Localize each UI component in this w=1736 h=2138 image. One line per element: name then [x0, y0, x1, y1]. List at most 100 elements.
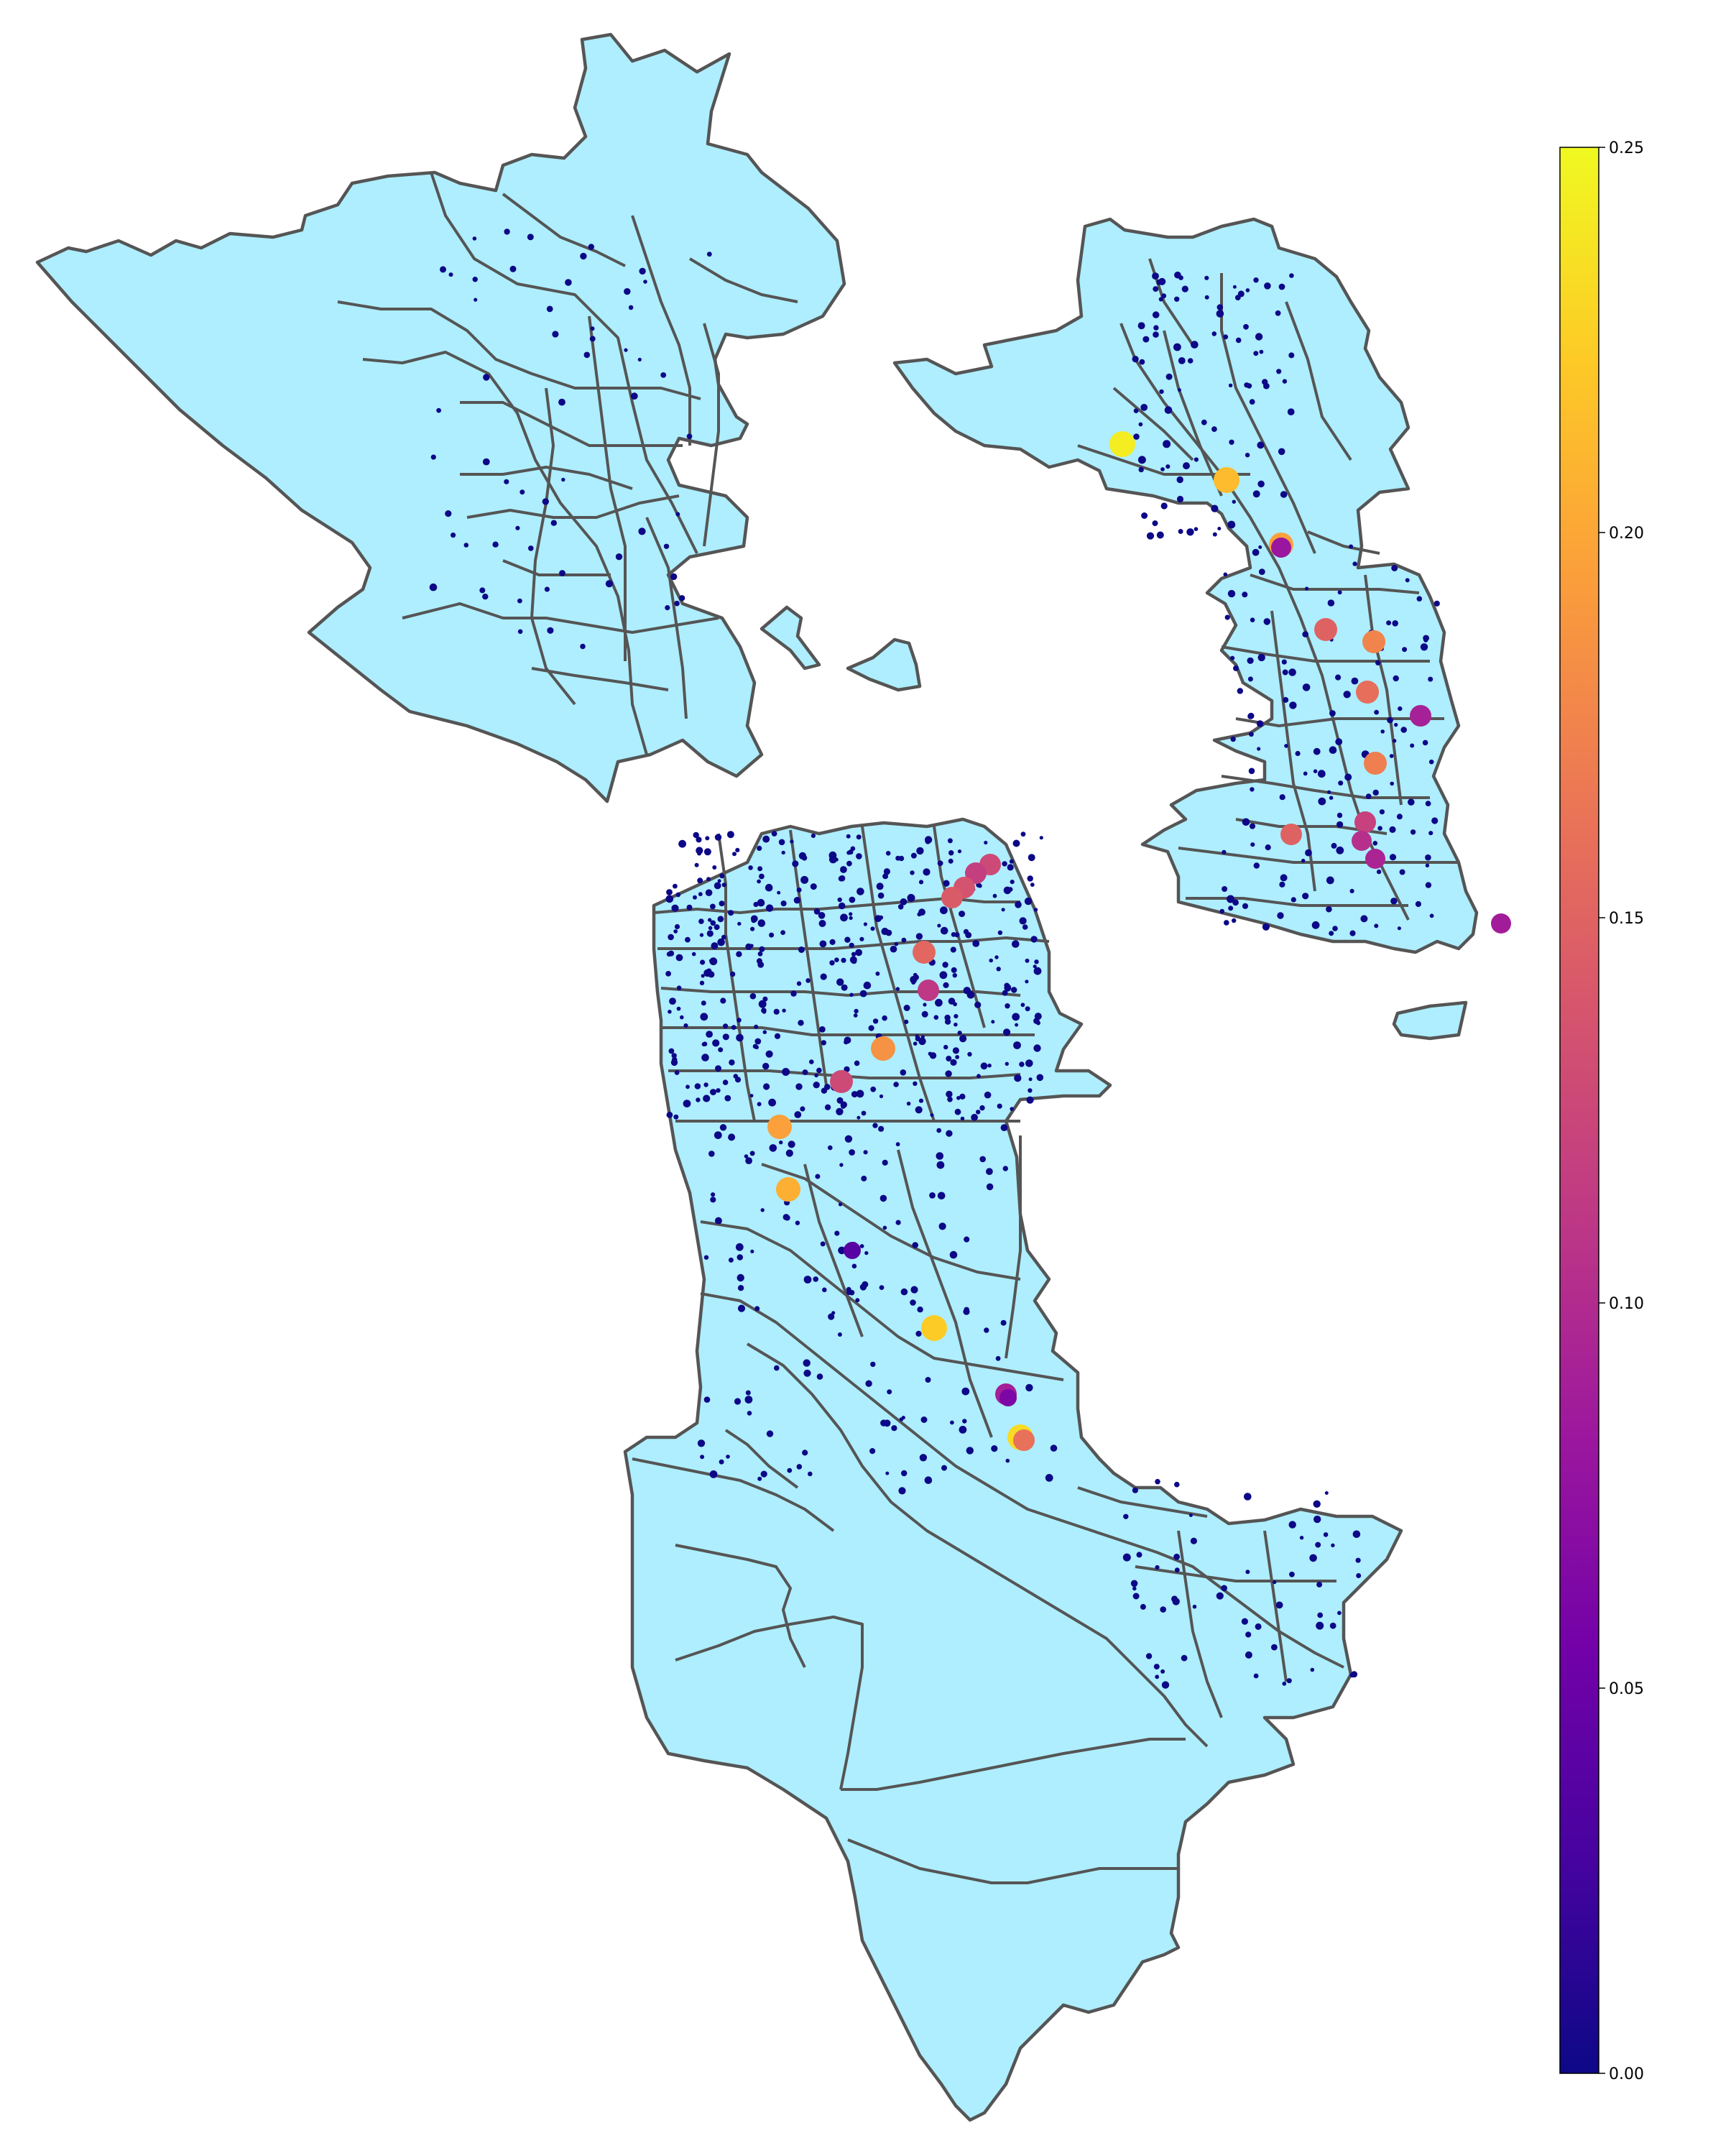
transit-stop-dot — [838, 1246, 846, 1255]
transit-stop-dot — [1000, 1124, 1008, 1131]
transit-stop-dot — [669, 997, 676, 1005]
transit-stop-dot — [813, 908, 821, 915]
transit-stop-dot — [734, 1398, 742, 1405]
transit-stop-dot — [947, 838, 953, 844]
transit-stop-dot — [1039, 836, 1043, 840]
transit-stop-dot — [780, 930, 785, 935]
transit-stop-dot — [724, 1095, 731, 1102]
transit-stop-dot — [762, 1062, 770, 1070]
transit-stop-dot — [1024, 897, 1033, 906]
transit-stop-dot — [1132, 1487, 1138, 1493]
transit-stop-dot — [1271, 1644, 1278, 1651]
transit-stop-dot — [676, 1006, 681, 1011]
transit-stop-dot — [1146, 532, 1155, 540]
colorbar-tick-label: 0.15 — [1609, 910, 1644, 928]
transit-stop-dot — [696, 847, 703, 854]
east-bay-region — [892, 217, 1479, 954]
transit-stop-dot — [735, 847, 740, 852]
transit-stop-dot — [708, 971, 715, 978]
transit-stop-dot — [801, 855, 808, 861]
transit-stop-dot — [790, 990, 797, 997]
transit-stop-dot — [899, 1417, 904, 1422]
transit-stop-dot — [1211, 504, 1219, 512]
station-marker — [830, 1070, 853, 1093]
transit-stop-dot — [504, 479, 509, 484]
transit-stop-dot — [1122, 1553, 1131, 1562]
transit-stop-dot — [851, 951, 857, 957]
transit-stop-dot — [1002, 990, 1008, 996]
transit-stop-dot — [1352, 561, 1357, 566]
transit-stop-dot — [1375, 660, 1381, 665]
transit-stop-dot — [1160, 502, 1168, 510]
transit-stop-dot — [809, 1059, 814, 1064]
transit-stop-dot — [737, 1304, 746, 1312]
transit-stop-dot — [1028, 1088, 1033, 1093]
transit-stop-dot — [1323, 1532, 1329, 1537]
transit-stop-dot — [737, 921, 742, 926]
transit-stop-dot — [1232, 285, 1237, 289]
transit-stop-dot — [1140, 1603, 1146, 1610]
transit-stop-dot — [881, 927, 889, 936]
transit-stop-dot — [946, 1090, 953, 1098]
transit-stop-dot — [930, 1113, 934, 1118]
transit-stop-dot — [979, 1156, 986, 1163]
transit-stop-dot — [440, 266, 446, 273]
transit-stop-dot — [855, 949, 862, 957]
transit-stop-dot — [757, 962, 765, 968]
transit-stop-dot — [819, 940, 827, 948]
transit-stop-dot — [910, 1299, 916, 1306]
transit-stop-dot — [989, 958, 993, 963]
station-marker — [913, 941, 936, 964]
transit-stop-dot — [637, 357, 642, 361]
transit-stop-dot — [757, 898, 765, 907]
transit-stop-dot — [841, 984, 848, 991]
transit-stop-dot — [1247, 712, 1255, 719]
transit-stop-dot — [837, 897, 842, 903]
transit-stop-dot — [944, 1018, 951, 1025]
transit-stop-dot — [1133, 433, 1140, 440]
station-marker — [1356, 681, 1379, 704]
transit-stop-dot — [1389, 826, 1396, 833]
transit-stop-dot — [1305, 849, 1312, 857]
transit-stop-dot — [1216, 310, 1224, 318]
transit-stop-dot — [1145, 1653, 1153, 1659]
transit-stop-dot — [1428, 676, 1433, 682]
transit-stop-dot — [753, 901, 759, 908]
transit-stop-dots — [429, 229, 1440, 1689]
transit-stop-dot — [992, 893, 997, 898]
transit-stop-dot — [1007, 887, 1013, 892]
transit-stop-dot — [952, 1047, 959, 1054]
transit-stop-dot — [1188, 1513, 1193, 1517]
transit-stop-dot — [1003, 1028, 1011, 1036]
transit-stop-dot — [986, 1168, 993, 1175]
transit-stop-dot — [803, 1276, 812, 1284]
transit-stop-dot — [910, 976, 918, 984]
transit-stop-dot — [683, 1100, 691, 1107]
transit-stop-dot — [760, 1470, 767, 1478]
transit-stop-dot — [759, 873, 765, 880]
transit-stop-dot — [671, 1053, 677, 1059]
transit-stop-dot — [915, 1106, 923, 1114]
transit-stop-dot — [1174, 1567, 1180, 1573]
transit-stop-dot — [744, 1396, 753, 1404]
transit-stop-dot — [1155, 1478, 1160, 1485]
transit-stop-dot — [710, 1089, 716, 1096]
transit-stop-dot — [1242, 903, 1249, 909]
transit-stop-dot — [849, 896, 856, 903]
transit-stop-dot — [1025, 1059, 1033, 1067]
transit-stop-dot — [1137, 456, 1146, 464]
transit-stop-dot — [463, 543, 469, 548]
transit-stop-dot — [673, 883, 678, 889]
transit-stop-dot — [1428, 759, 1434, 765]
transit-stop-dot — [774, 1365, 780, 1371]
transit-stop-dot — [963, 1308, 970, 1315]
transit-stop-dot — [666, 951, 672, 957]
transit-stop-dot — [1289, 1571, 1295, 1577]
transit-stop-dot — [1253, 351, 1259, 356]
transit-stop-dot — [668, 934, 674, 941]
transit-stop-dot — [732, 852, 737, 857]
transit-stop-dot — [773, 1008, 780, 1015]
transit-stop-dot — [1237, 688, 1244, 694]
transit-stop-dot — [929, 1192, 936, 1199]
transit-stop-dot — [728, 1257, 734, 1263]
